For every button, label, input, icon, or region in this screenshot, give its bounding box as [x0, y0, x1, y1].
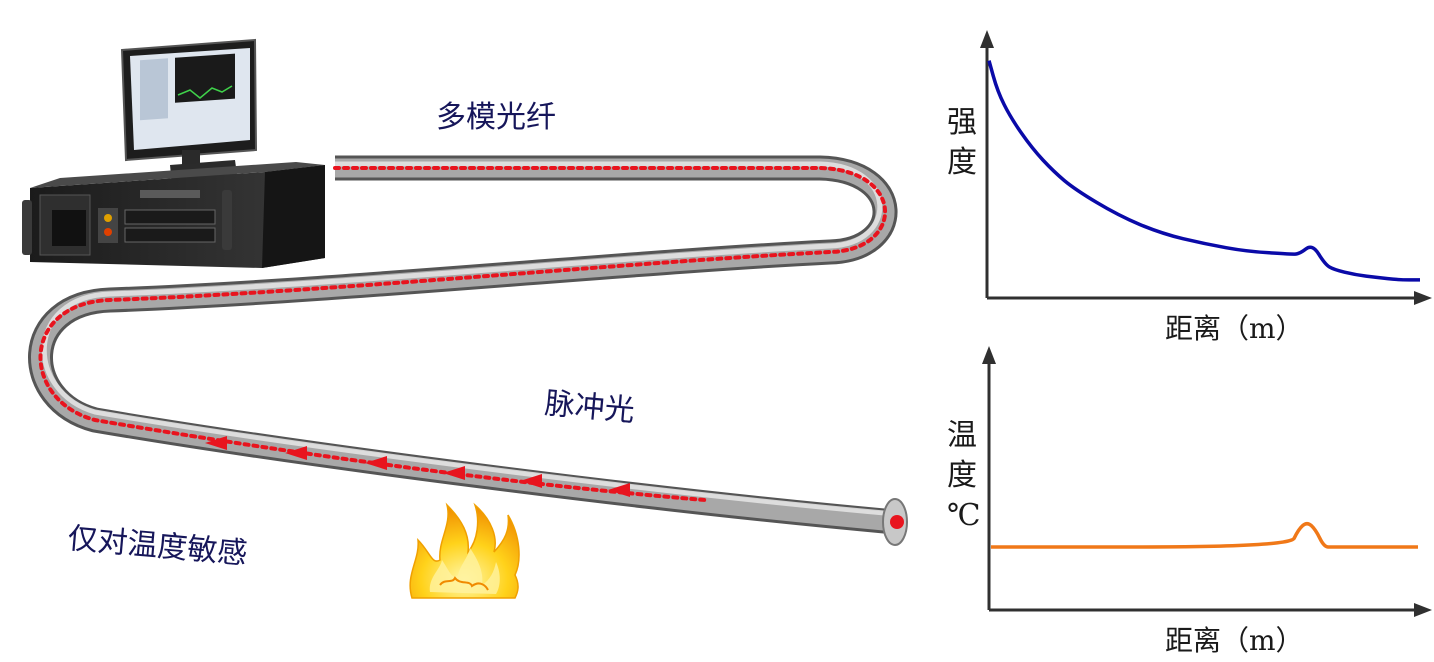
- intensity-xlabel: 距离（m）: [1165, 312, 1304, 345]
- pulse-arrows: [205, 436, 630, 497]
- pulse-label: 脉冲光: [543, 386, 636, 429]
- temperature-curve: [991, 521, 1418, 549]
- temperature-ylabel-3: ℃: [947, 498, 981, 533]
- temperature-ylabel-2: 度: [947, 458, 977, 493]
- pulse-arrow-5: [285, 446, 307, 460]
- pulse-arrow-2: [520, 474, 542, 488]
- sensitivity-label: 仅对温度敏感: [66, 521, 248, 572]
- pulse-arrow-4: [365, 456, 387, 470]
- intensity-x-arrow: [1414, 291, 1432, 305]
- intensity-ylabel-2: 度: [947, 145, 977, 180]
- fire-icon: [409, 502, 520, 599]
- temperature-xlabel: 距离（m）: [1165, 624, 1304, 657]
- temperature-x-arrow: [1414, 603, 1432, 617]
- computer-instrument-icon: [22, 38, 325, 268]
- intensity-curve: [987, 60, 1420, 282]
- pulse-light-path: [38, 166, 887, 502]
- temperature-ylabel-1: 温: [947, 418, 977, 453]
- pulse-arrow-3: [443, 466, 465, 480]
- pulse-arrow-6: [205, 436, 227, 450]
- intensity-y-arrow: [980, 30, 994, 48]
- intensity-ylabel-1: 强: [947, 105, 977, 140]
- temperature-y-arrow: [982, 346, 996, 364]
- intensity-chart: 强 度 距离（m）: [947, 30, 1432, 345]
- temperature-chart: 温 度 ℃ 距离（m）: [947, 346, 1432, 657]
- pulse-arrow-1: [608, 483, 630, 497]
- fiber-label: 多模光纤: [436, 100, 556, 135]
